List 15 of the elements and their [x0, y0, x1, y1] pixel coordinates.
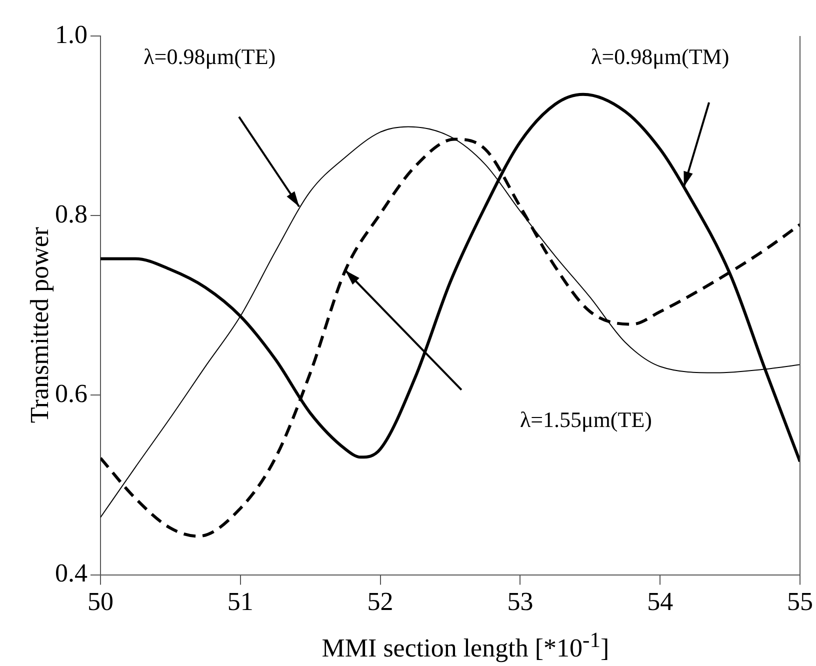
x-tick-label: 55 [787, 587, 813, 616]
x-axis-title: MMI section length [*10$^{-1}$] [320, 628, 610, 664]
y-tick-label: 0.4 [55, 558, 88, 588]
y-axis-title: Transmitted power [25, 226, 55, 426]
annotation: λ=0.98μm(TE) [144, 44, 276, 70]
x-tick-label: 52 [367, 587, 394, 616]
x-tick-label: 51 [227, 587, 254, 616]
annotation: λ=0.98μm(TM) [591, 44, 730, 70]
y-tick-label: 1.0 [55, 20, 88, 49]
x-tick-label: 50 [88, 587, 114, 616]
y-tick-label: 0.6 [55, 379, 88, 408]
annotation: λ=1.55μm(TE) [520, 407, 652, 432]
y-tick-label: 0.8 [55, 199, 88, 228]
x-tick-label: 54 [647, 587, 674, 616]
x-tick-label: 53 [507, 587, 534, 616]
